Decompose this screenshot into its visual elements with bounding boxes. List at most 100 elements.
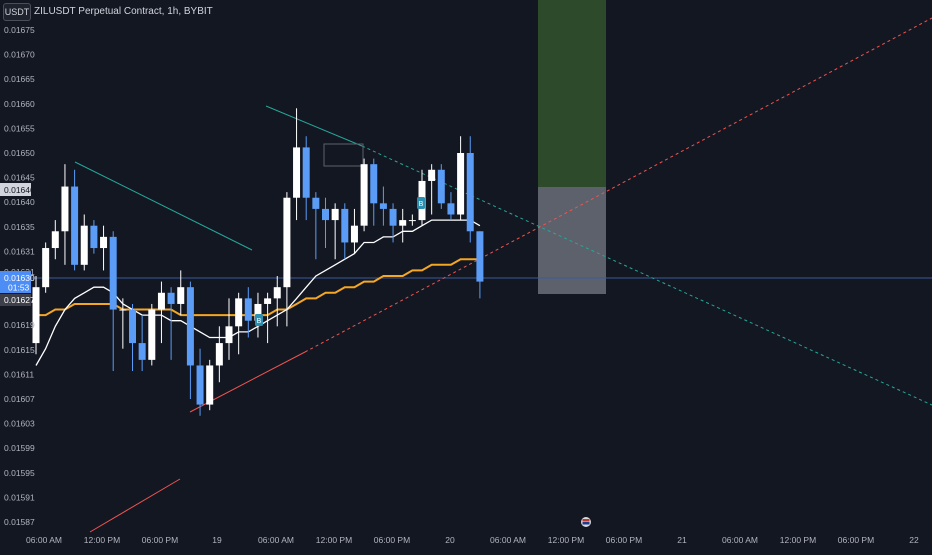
candle — [119, 298, 127, 349]
candle — [167, 287, 175, 360]
candle — [389, 203, 397, 243]
trendline-lower-extension — [304, 17, 932, 353]
candle-body — [244, 298, 252, 321]
time-axis[interactable]: 06:00 AM 12:00 PM 06:00 PM 19 06:00 AM 12:00 … — [26, 517, 919, 545]
candle-body — [119, 309, 127, 311]
time-tick-label: 06:00 AM — [490, 535, 526, 545]
price-tick-label: 0.01665 — [4, 74, 35, 84]
candle — [244, 287, 252, 338]
stop-zone — [538, 187, 606, 294]
candle-body — [447, 203, 455, 215]
candle-body — [360, 164, 368, 226]
candle — [51, 220, 59, 260]
price-tick-label: 0.01607 — [4, 394, 35, 404]
candle-body — [100, 236, 108, 249]
signal-marker-label: B — [257, 318, 262, 325]
candle — [100, 225, 108, 271]
candle-body — [109, 236, 117, 310]
price-tick-label: 0.01587 — [4, 517, 35, 527]
candle-body — [235, 298, 243, 327]
candle — [196, 348, 204, 416]
time-tick-label: 12:00 PM — [548, 535, 584, 545]
price-tick-label: 0.01603 — [4, 419, 35, 429]
signal-marker-badge — [255, 314, 263, 326]
candle-body — [437, 169, 445, 204]
candle — [341, 203, 349, 260]
candle-body — [428, 169, 436, 181]
time-tick-label: 06:00 AM — [26, 535, 62, 545]
time-tick-label: 12:00 PM — [316, 535, 352, 545]
candle-body — [331, 208, 339, 221]
candle-body — [129, 309, 136, 344]
candle-body — [71, 186, 79, 265]
price-tick-label: 0.01611 — [4, 369, 34, 379]
candle-body — [379, 203, 387, 209]
candle — [428, 164, 436, 215]
candle-body — [225, 326, 233, 344]
candle-body — [80, 225, 88, 265]
highlight-box — [323, 143, 364, 167]
signal-marker-badge — [417, 197, 425, 209]
time-tick-label: 20 — [445, 535, 455, 545]
trendline-upper-extension — [361, 145, 932, 406]
candle-body — [476, 231, 484, 282]
currency-button[interactable]: USDT — [3, 3, 31, 21]
candle-body — [302, 147, 310, 198]
trendlines[interactable] — [74, 17, 932, 533]
candle — [225, 298, 233, 360]
candle — [447, 192, 455, 221]
price-tick-label: 0.01655 — [4, 123, 35, 133]
candle-body — [215, 343, 223, 366]
countdown-value: 01:53 — [8, 283, 30, 293]
candle-body — [177, 287, 185, 304]
candle-body — [273, 287, 281, 299]
time-tick-label: 12:00 PM — [780, 535, 816, 545]
candle — [32, 276, 40, 355]
price-tick-label: 0.01660 — [4, 99, 35, 109]
price-tick-label: 0.01645 — [4, 173, 35, 183]
candle-body — [196, 365, 204, 405]
candle — [157, 281, 165, 344]
price-tick-label: 0.01631 — [4, 246, 35, 256]
candle-body — [51, 231, 59, 249]
price-tick-label: 0.01595 — [4, 468, 35, 478]
event-flag-icon — [581, 517, 591, 527]
candle — [264, 292, 272, 344]
candle-body — [399, 220, 407, 226]
symbol-title: ZILUSDT Perpetual Contract, 1h, BYBIT — [34, 6, 213, 17]
last-price-value: 0.01630 — [4, 273, 35, 283]
time-tick-label: 19 — [212, 535, 222, 545]
time-tick-label: 06:00 PM — [142, 535, 178, 545]
candle — [177, 270, 185, 316]
position-zones — [538, 0, 606, 294]
time-tick-label: 06:00 PM — [838, 535, 874, 545]
target-zone — [538, 0, 606, 187]
candle — [350, 208, 358, 254]
candle-body — [341, 208, 349, 243]
signal-marker: B — [255, 314, 263, 326]
candle-body — [206, 365, 214, 405]
price-axis[interactable]: 0.01675 0.01670 0.01665 0.01660 0.01655 0.016… — [4, 25, 35, 527]
candle-body — [457, 153, 465, 215]
candle — [331, 203, 339, 260]
candle-body — [167, 292, 175, 304]
price-tick-label: 0.01591 — [4, 492, 35, 502]
price-tick-label: 0.01640 — [4, 197, 35, 207]
candle-body — [138, 343, 146, 360]
candle-body — [157, 292, 165, 310]
candle — [148, 303, 156, 366]
signal-marker: B — [417, 197, 425, 209]
candle-body — [32, 287, 40, 344]
last-price-bg — [0, 271, 31, 293]
candle-body — [389, 208, 397, 226]
candle-body — [322, 208, 329, 221]
candle — [42, 242, 50, 293]
currency-label: USDT — [4, 7, 30, 17]
candle — [61, 164, 69, 265]
candle-body — [283, 197, 291, 288]
candle — [360, 158, 368, 232]
crosshair-price-value: 0.01646 — [4, 185, 35, 195]
